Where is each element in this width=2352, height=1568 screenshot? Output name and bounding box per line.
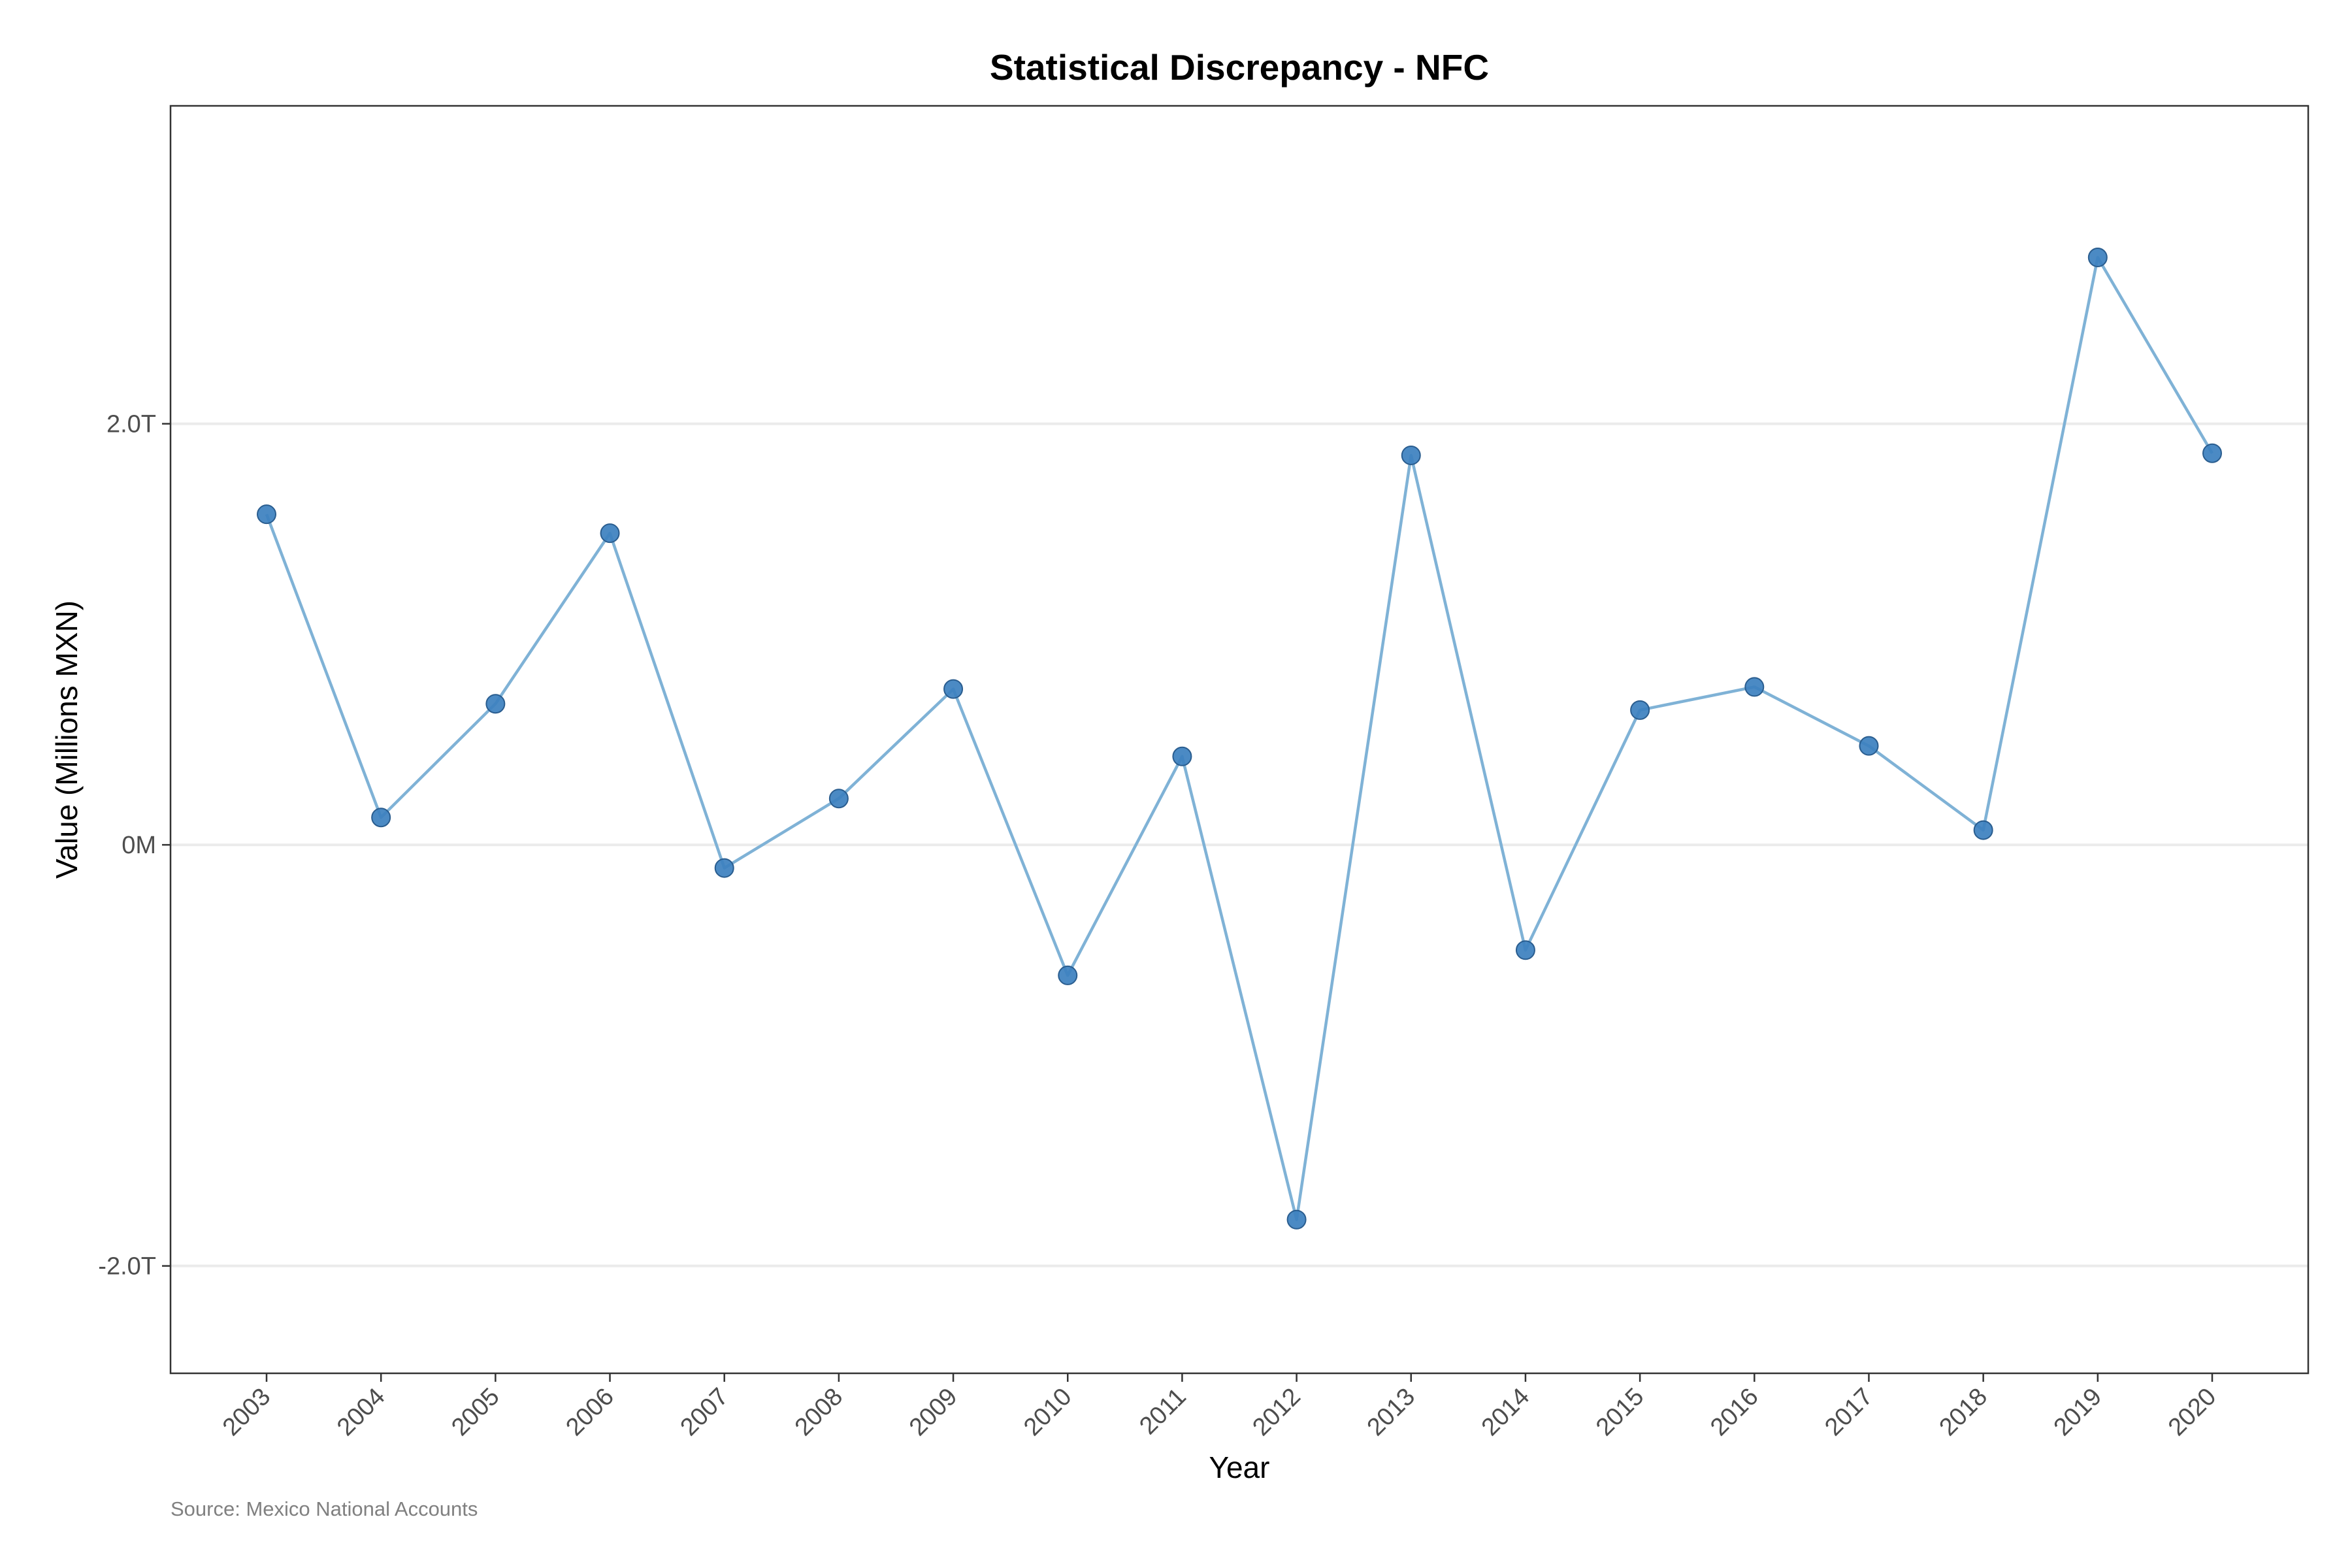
x-tick-label: 2015 <box>1591 1383 1649 1441</box>
data-point-2006 <box>600 523 620 544</box>
x-tick-label: 2011 <box>1134 1383 1191 1440</box>
data-point-2010 <box>1058 965 1078 985</box>
data-point-2019 <box>2087 248 2108 268</box>
data-point-2004 <box>371 808 391 828</box>
data-point-2016 <box>1744 677 1765 697</box>
series-layer <box>257 248 2222 1230</box>
x-axis: 2003 2004 2005 2006 2007 2008 2009 2010 2011 2012… <box>218 1373 2221 1441</box>
x-tick-label: 2013 <box>1362 1383 1420 1441</box>
data-point-2008 <box>828 789 849 809</box>
x-tick-label: 2010 <box>1019 1383 1077 1441</box>
x-tick-label: 2017 <box>1820 1383 1878 1441</box>
x-tick-label: 2012 <box>1247 1383 1305 1441</box>
data-point-2012 <box>1286 1209 1307 1230</box>
x-tick-label: 2019 <box>2049 1383 2107 1441</box>
gridlines <box>171 422 2308 1267</box>
data-point-2003 <box>257 504 276 525</box>
chart-title: Statistical Discrepancy - NFC <box>990 47 1489 88</box>
y-tick-label: 2.0T <box>106 411 156 438</box>
source-caption: Source: Mexico National Accounts <box>171 1497 478 1520</box>
data-point-2009 <box>943 679 964 699</box>
data-point-2017 <box>1859 736 1879 756</box>
x-tick-label: 2018 <box>1935 1383 1993 1441</box>
data-point-2014 <box>1515 940 1535 960</box>
plot-panel-border <box>169 105 2310 1375</box>
x-axis-title: Year <box>1209 1450 1270 1484</box>
x-tick-label: 2005 <box>446 1383 504 1441</box>
data-point-2015 <box>1630 700 1650 720</box>
x-tick-label: 2016 <box>1705 1383 1763 1441</box>
data-point-2018 <box>1973 820 1993 840</box>
x-tick-label: 2014 <box>1477 1383 1535 1441</box>
x-tick-label: 2003 <box>218 1383 276 1441</box>
x-tick-label: 2008 <box>790 1383 848 1441</box>
x-tick-label: 2006 <box>561 1383 619 1441</box>
data-point-2005 <box>485 694 506 714</box>
data-point-2020 <box>2202 443 2222 463</box>
x-tick-label: 2004 <box>332 1383 390 1441</box>
series-line <box>265 255 2213 1222</box>
y-axis-title: Value (Millions MXN) <box>50 600 84 879</box>
data-point-2011 <box>1172 746 1192 766</box>
y-tick-label: 0M <box>122 832 156 859</box>
data-point-2013 <box>1401 445 1421 465</box>
data-point-2007 <box>714 858 734 878</box>
x-tick-label: 2020 <box>2163 1383 2221 1441</box>
x-tick-label: 2007 <box>676 1383 734 1441</box>
y-axis: 2.0T 0M -2.0T <box>98 411 171 1281</box>
x-tick-label: 2009 <box>904 1383 962 1441</box>
y-tick-label: -2.0T <box>98 1253 156 1281</box>
